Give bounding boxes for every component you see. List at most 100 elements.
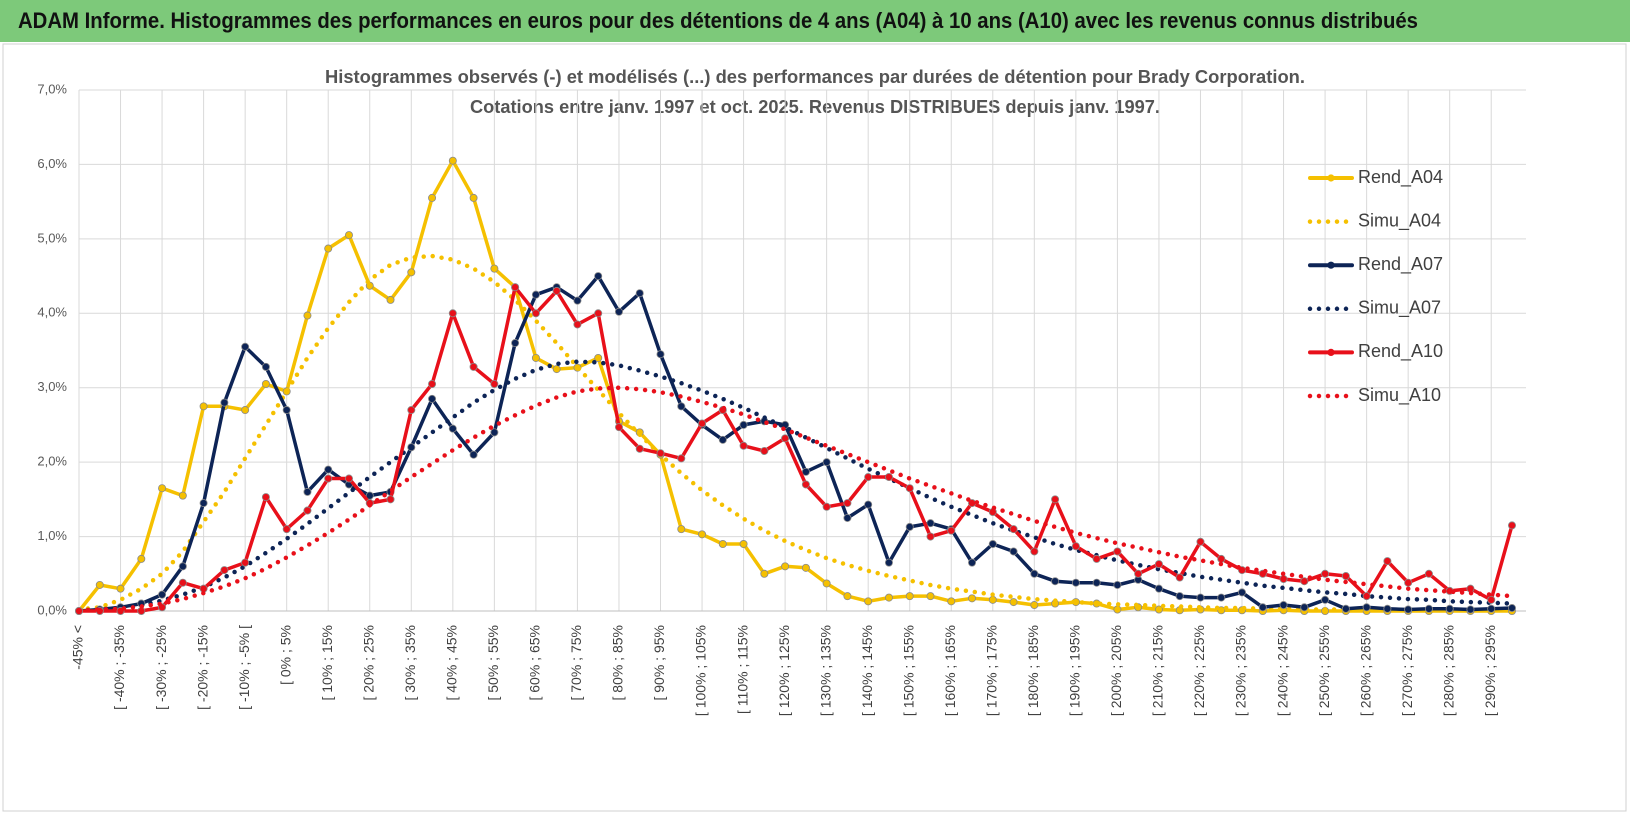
data-point xyxy=(303,487,312,496)
data-point xyxy=(1487,604,1496,613)
data-point xyxy=(303,506,312,515)
data-point xyxy=(324,244,333,253)
data-point xyxy=(1404,605,1413,614)
chart-subtitle: Histogrammes observés (-) et modélisés (… xyxy=(325,67,1305,87)
data-point xyxy=(864,473,873,482)
data-point xyxy=(822,458,831,467)
header-bar xyxy=(0,0,1630,42)
x-tick-label: [ 180% ; 185% xyxy=(1025,625,1041,716)
data-point xyxy=(905,592,914,601)
data-point xyxy=(1134,569,1143,578)
x-tick-label: [ 260% ; 265% xyxy=(1357,625,1373,716)
x-tick-label: [ 140% ; 145% xyxy=(859,625,875,716)
x-tick-label: [ 0% ; 5% xyxy=(277,625,293,685)
data-point xyxy=(1362,592,1371,601)
data-point xyxy=(324,474,333,483)
data-point xyxy=(614,423,623,432)
data-point xyxy=(822,579,831,588)
data-point xyxy=(511,339,520,348)
data-point xyxy=(635,444,644,453)
data-point xyxy=(801,467,810,476)
data-point xyxy=(531,309,540,318)
data-point xyxy=(677,402,686,411)
y-tick-label: 5,0% xyxy=(37,230,67,245)
data-point xyxy=(1113,580,1122,589)
legend-marker xyxy=(1327,348,1335,356)
data-point xyxy=(1009,525,1018,534)
data-point xyxy=(261,493,270,502)
data-point xyxy=(1175,592,1184,601)
data-point xyxy=(407,406,416,415)
data-point xyxy=(573,296,582,305)
data-point xyxy=(1279,574,1288,583)
data-point xyxy=(822,502,831,511)
data-point xyxy=(1279,601,1288,610)
x-tick-label: [ 100% ; 105% xyxy=(693,625,709,716)
data-point xyxy=(926,519,935,528)
data-point xyxy=(1258,603,1267,612)
data-point xyxy=(1341,572,1350,581)
data-point xyxy=(178,562,187,571)
data-point xyxy=(988,595,997,604)
data-point xyxy=(864,500,873,509)
x-tick-label: [ -30% ; -25% xyxy=(153,625,169,710)
data-point xyxy=(739,441,748,450)
data-point xyxy=(905,522,914,531)
data-point xyxy=(1321,595,1330,604)
data-point xyxy=(324,465,333,474)
data-point xyxy=(594,272,603,281)
x-tick-label: [ 30% ; 35% xyxy=(402,625,418,701)
data-point xyxy=(801,563,810,572)
x-tick-label: [ 220% ; 225% xyxy=(1191,625,1207,716)
data-point xyxy=(303,311,312,320)
data-point xyxy=(1508,521,1517,530)
data-point xyxy=(1300,577,1309,586)
page-title: ADAM Informe. Histogrammes des performan… xyxy=(18,8,1418,33)
data-point xyxy=(469,450,478,459)
data-point xyxy=(1217,554,1226,563)
data-point xyxy=(407,268,416,277)
data-point xyxy=(677,525,686,534)
data-point xyxy=(1051,495,1060,504)
data-point xyxy=(947,597,956,606)
data-point xyxy=(552,286,561,295)
data-point xyxy=(1362,603,1371,612)
data-point xyxy=(490,379,499,388)
data-point xyxy=(241,342,250,351)
y-tick-label: 2,0% xyxy=(37,454,67,469)
x-tick-label: [ 80% ; 85% xyxy=(610,625,626,701)
data-point xyxy=(552,365,561,374)
data-point xyxy=(739,420,748,429)
data-point xyxy=(1196,593,1205,602)
x-tick-label: [ 60% ; 65% xyxy=(527,625,543,701)
data-point xyxy=(905,484,914,493)
legend-marker xyxy=(1327,261,1335,269)
data-point xyxy=(1383,557,1392,566)
data-point xyxy=(1009,547,1018,556)
observed-line xyxy=(77,158,1514,613)
y-tick-label: 6,0% xyxy=(37,156,67,171)
data-point xyxy=(261,362,270,371)
data-point xyxy=(158,484,167,493)
data-point xyxy=(594,309,603,318)
data-point xyxy=(1508,604,1517,613)
x-tick-label: [ 190% ; 195% xyxy=(1067,625,1083,716)
data-point xyxy=(968,594,977,603)
legend-label: Simu_A04 xyxy=(1358,210,1441,231)
data-point xyxy=(718,435,727,444)
x-tick-label: [ 150% ; 155% xyxy=(900,625,916,716)
data-point xyxy=(1217,593,1226,602)
x-tick-label: [ 250% ; 255% xyxy=(1316,625,1332,716)
data-point xyxy=(1113,605,1122,614)
x-tick-label: [ 10% ; 15% xyxy=(319,625,335,701)
data-point xyxy=(428,394,437,403)
data-point xyxy=(428,193,437,202)
data-point xyxy=(1175,573,1184,582)
data-point xyxy=(884,593,893,602)
data-point xyxy=(1071,578,1080,587)
data-point xyxy=(448,309,457,318)
data-point xyxy=(1424,569,1433,578)
data-point xyxy=(781,434,790,443)
x-tick-label: [ -10% ; -5% [ xyxy=(236,625,252,710)
data-point xyxy=(1030,547,1039,556)
